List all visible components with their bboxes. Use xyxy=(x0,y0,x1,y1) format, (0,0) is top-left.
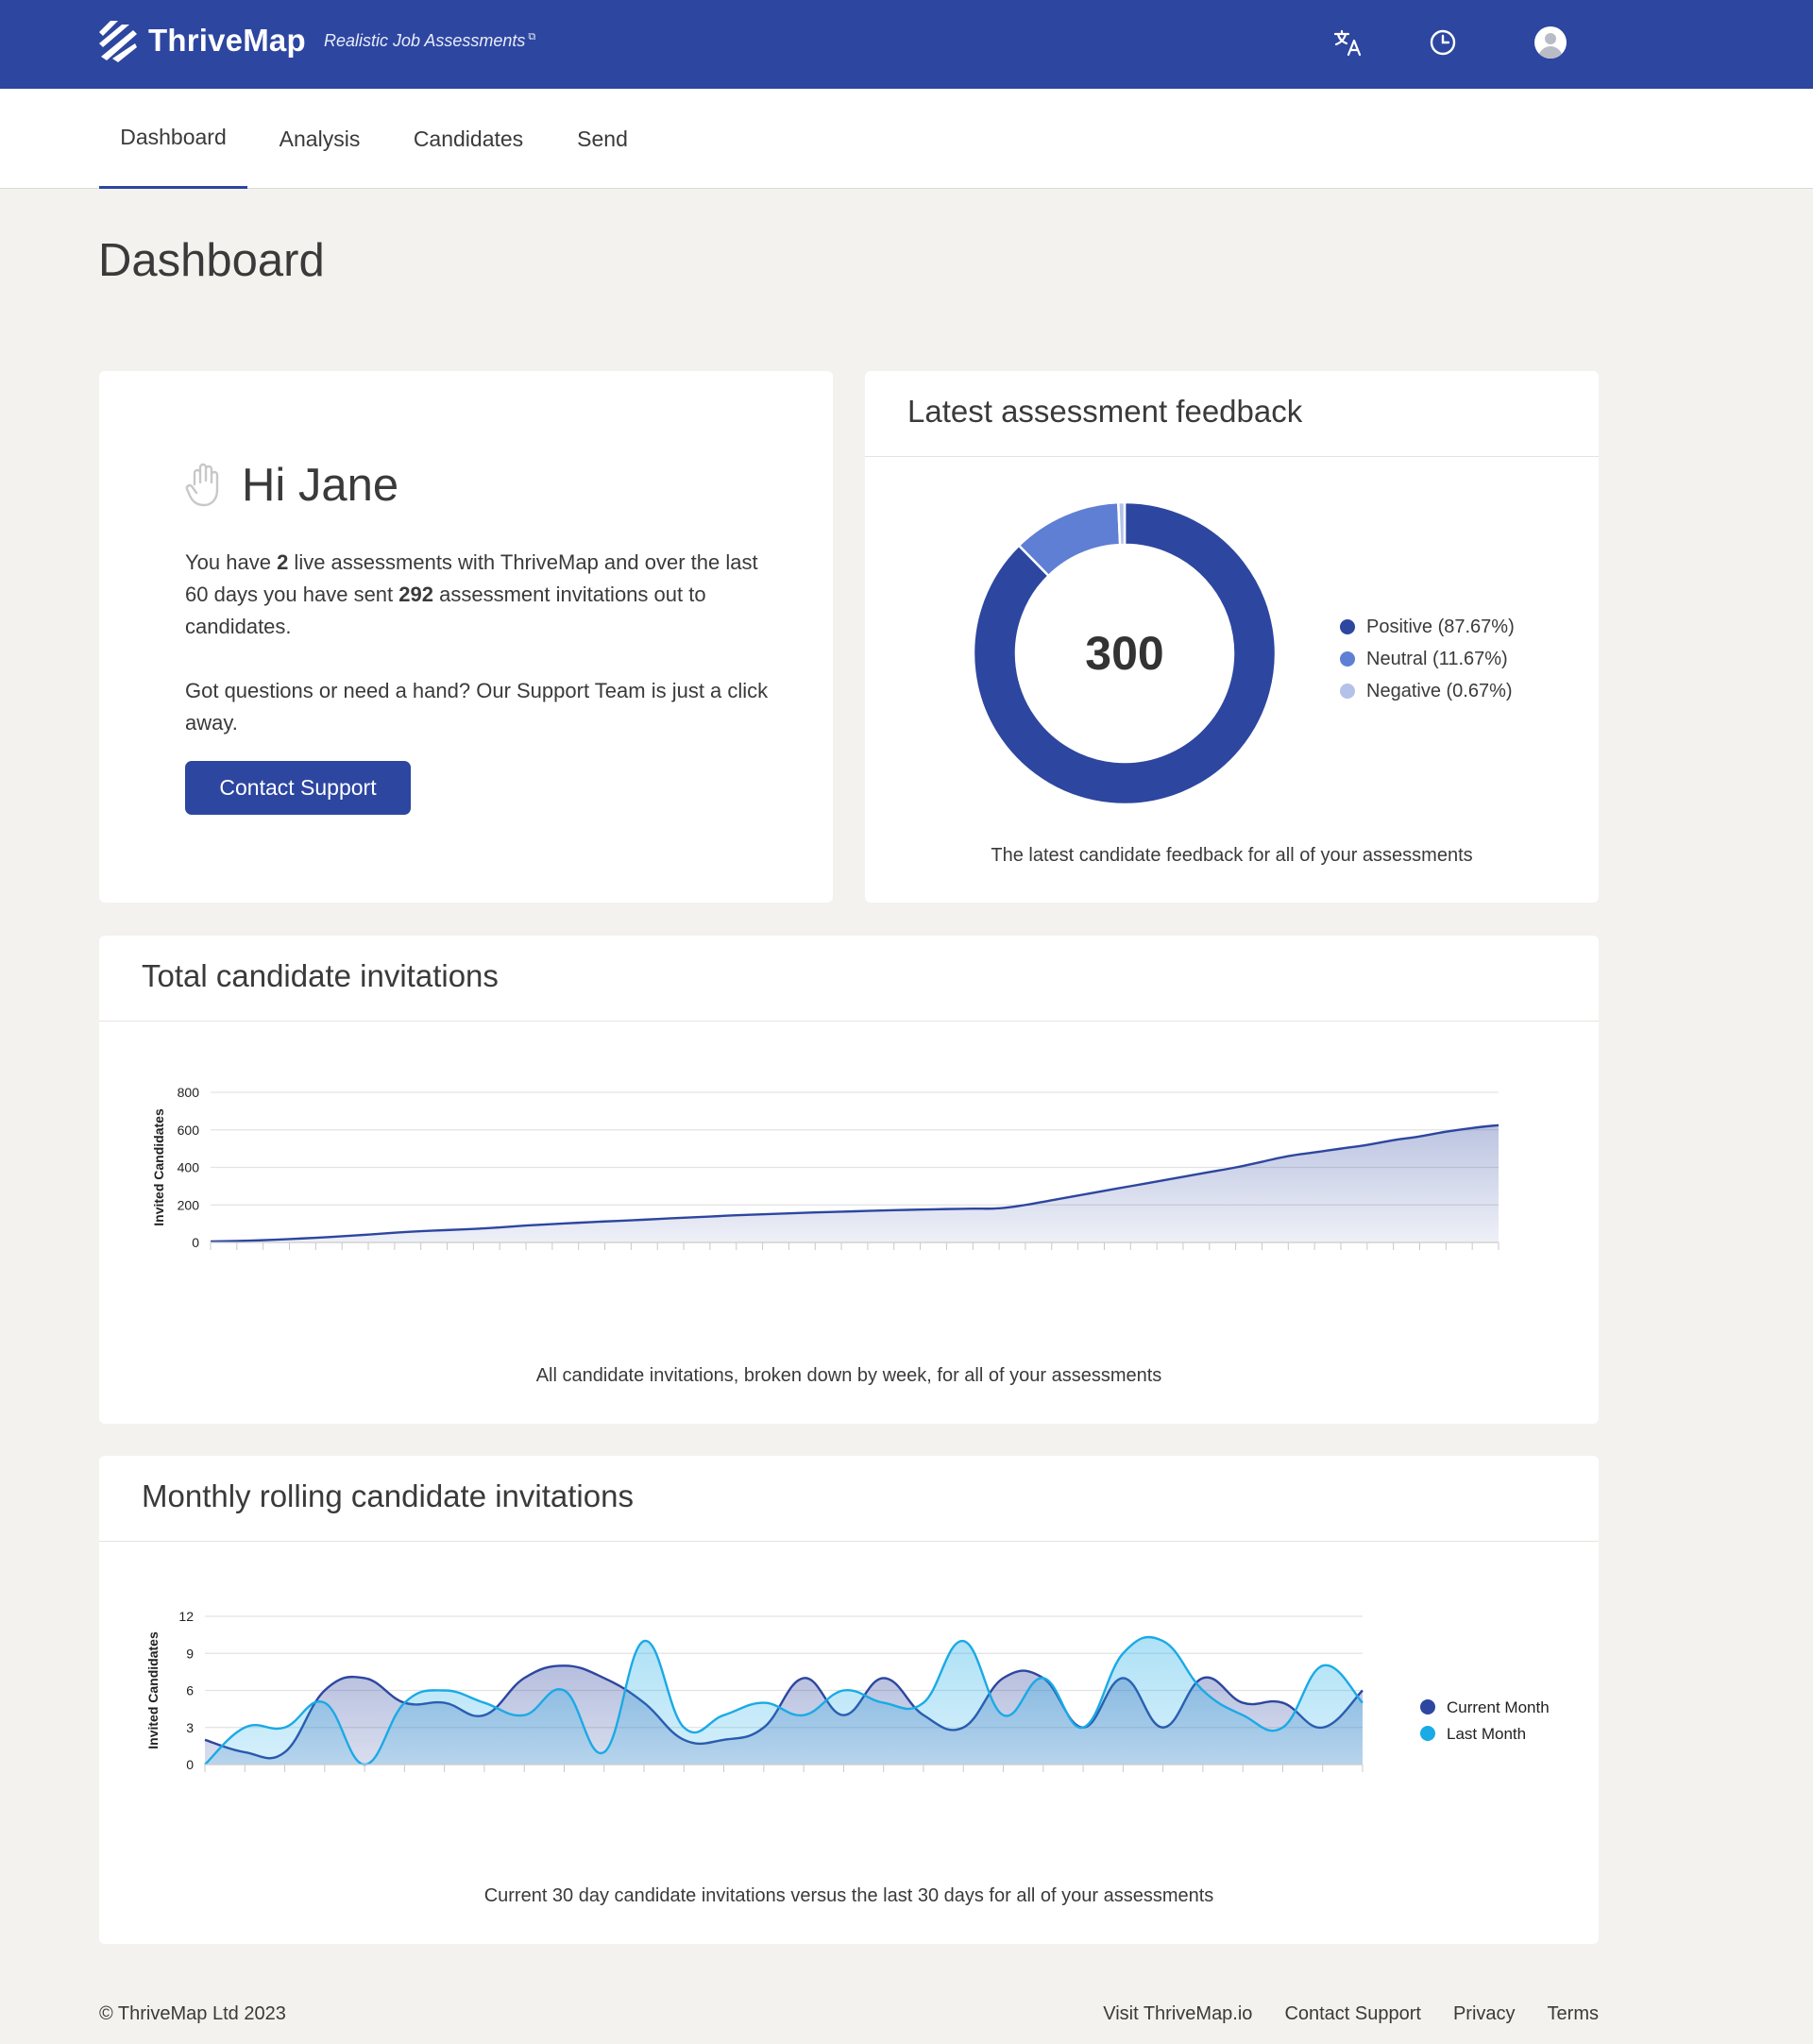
greeting-text: Hi Jane xyxy=(242,460,399,511)
logo-icon xyxy=(99,21,137,62)
monthly-invitations-chart: 036912Day 30Day 1DateInvited CandidatesC… xyxy=(145,1609,1550,1772)
nav-bar: Dashboard Analysis Candidates Send xyxy=(0,89,1813,189)
y-axis-title: Invited Candidates xyxy=(151,1108,166,1226)
page-title: Dashboard xyxy=(98,235,325,286)
footer-link-visit[interactable]: Visit ThriveMap.io xyxy=(1103,2003,1253,2024)
feedback-donut-chart: 300 xyxy=(969,498,1280,809)
legend-item-positive[interactable]: Positive (87.67%) xyxy=(1340,611,1515,643)
tagline-text: Realistic Job Assessments xyxy=(324,31,526,50)
y-axis-title: Invited Candidates xyxy=(145,1631,161,1749)
welcome-card: Hi Jane You have 2 live assessments with… xyxy=(99,371,833,903)
tab-dashboard[interactable]: Dashboard xyxy=(99,89,247,189)
y-tick-label: 12 xyxy=(178,1609,194,1624)
user-avatar-icon[interactable] xyxy=(1532,24,1569,61)
series-area-0 xyxy=(211,1124,1499,1242)
y-tick-label: 800 xyxy=(178,1085,200,1100)
monthly-invitations-caption: Current 30 day candidate invitations ver… xyxy=(483,1885,1214,1906)
greeting: Hi Jane xyxy=(185,459,398,512)
legend-item-negative[interactable]: Negative (0.67%) xyxy=(1340,675,1515,707)
total-invitations-caption: All candidate invitations, broken down b… xyxy=(535,1365,1162,1386)
support-text: Got questions or need a hand? Our Suppor… xyxy=(185,679,769,735)
logo-text: ThriveMap xyxy=(148,23,306,58)
history-icon[interactable] xyxy=(1424,24,1462,61)
legend-dot xyxy=(1340,684,1355,699)
legend-label[interactable]: Last Month xyxy=(1447,1725,1526,1743)
divider xyxy=(99,1021,1599,1022)
y-tick-label: 0 xyxy=(186,1757,194,1772)
waving-hand-icon xyxy=(185,463,219,507)
invitations-sent-count: 292 xyxy=(398,583,433,606)
series-line-0[interactable] xyxy=(210,1123,1500,1243)
welcome-summary: You have 2 live assessments with ThriveM… xyxy=(185,550,758,638)
external-link-icon: ⧉ xyxy=(528,31,536,42)
footer-link-contact[interactable]: Contact Support xyxy=(1284,2003,1421,2024)
series-line-1[interactable] xyxy=(204,1635,1364,1766)
footer-link-terms[interactable]: Terms xyxy=(1547,2003,1599,2024)
legend-label[interactable]: Current Month xyxy=(1447,1698,1550,1716)
y-tick-label: 200 xyxy=(178,1197,200,1212)
feedback-caption: The latest candidate feedback for all of… xyxy=(991,845,1473,866)
top-bar: ThriveMap Realistic Job Assessments ⧉ xyxy=(0,0,1813,89)
feedback-title: Latest assessment feedback xyxy=(907,394,1303,429)
total-invitations-chart: 02004006008005 Dec 202224 Jul 2023Week C… xyxy=(151,1085,1500,1250)
series-area-1 xyxy=(205,1636,1363,1765)
legend-item-neutral[interactable]: Neutral (11.67%) xyxy=(1340,643,1515,675)
y-tick-label: 0 xyxy=(192,1235,199,1250)
y-tick-label: 3 xyxy=(186,1720,194,1735)
y-tick-label: 600 xyxy=(178,1123,200,1138)
total-invitations-title: Total candidate invitations xyxy=(142,958,499,993)
footer-link-privacy[interactable]: Privacy xyxy=(1452,2003,1516,2024)
footer-copyright: © ThriveMap Ltd 2023 xyxy=(99,2003,286,2024)
monthly-invitations-title: Monthly rolling candidate invitations xyxy=(142,1478,634,1513)
feedback-legend: Positive (87.67%) Neutral (11.67%) Negat… xyxy=(1340,611,1515,707)
y-tick-label: 6 xyxy=(186,1683,194,1698)
total-invitations-card: Total candidate invitations 0 200 400 600 80… xyxy=(99,936,1599,1424)
logo[interactable]: ThriveMap xyxy=(97,19,306,62)
translate-icon[interactable] xyxy=(1329,24,1366,61)
tab-send[interactable]: Send xyxy=(577,126,628,151)
feedback-card: Latest assessment feedback 300 Positive … xyxy=(865,371,1599,903)
divider xyxy=(865,456,1599,457)
monthly-invitations-card: Monthly rolling candidate invitations 0 3… xyxy=(99,1456,1599,1944)
y-tick-label: 400 xyxy=(178,1160,200,1175)
contact-support-button[interactable]: Contact Support xyxy=(185,761,411,815)
donut-slice-2[interactable] xyxy=(1116,500,1127,547)
tab-analysis[interactable]: Analysis xyxy=(279,126,361,151)
feedback-total: 300 xyxy=(1085,627,1164,680)
divider xyxy=(99,1541,1599,1542)
y-tick-label: 9 xyxy=(186,1646,194,1661)
legend-dot xyxy=(1420,1699,1435,1715)
footer-links: Visit ThriveMap.io Contact Support Priva… xyxy=(1103,2003,1599,2025)
tab-candidates[interactable]: Candidates xyxy=(413,126,524,151)
live-assessments-count: 2 xyxy=(277,550,289,574)
donut-slice-0[interactable] xyxy=(972,500,1278,806)
legend-dot xyxy=(1340,619,1355,634)
tagline-link[interactable]: Realistic Job Assessments ⧉ xyxy=(324,31,535,51)
legend-dot xyxy=(1420,1726,1435,1741)
legend-dot xyxy=(1340,651,1355,667)
